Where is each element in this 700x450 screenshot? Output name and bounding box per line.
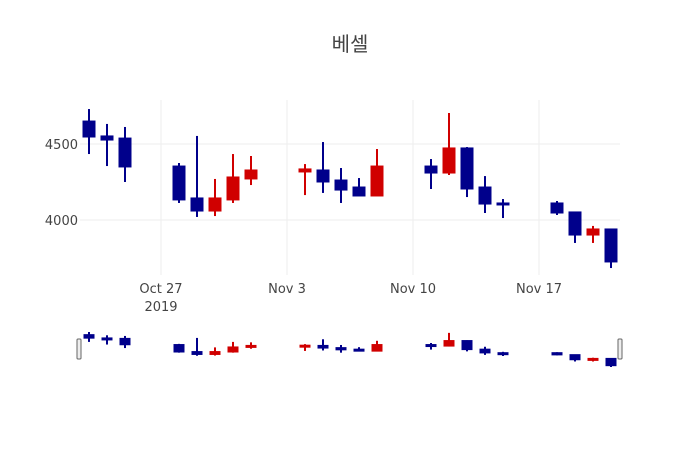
candle-decreasing[interactable] (604, 228, 618, 269)
candle-decreasing[interactable] (83, 332, 95, 342)
candle-increasing[interactable] (442, 112, 456, 176)
y-tick-label: 4500 (45, 138, 78, 153)
candle-decreasing[interactable] (119, 335, 131, 349)
candle-decreasing[interactable] (118, 126, 132, 182)
candle-decreasing[interactable] (605, 357, 617, 367)
candle-increasing[interactable] (209, 347, 221, 356)
range-slider-right-handle[interactable] (617, 338, 623, 360)
candle-decreasing[interactable] (496, 199, 510, 219)
candle-decreasing[interactable] (173, 343, 185, 353)
candle-decreasing[interactable] (100, 123, 114, 167)
candle-decreasing[interactable] (424, 159, 438, 189)
candle-decreasing[interactable] (478, 176, 492, 214)
candle-increasing[interactable] (208, 178, 222, 217)
candle-decreasing[interactable] (82, 109, 96, 155)
candle-decreasing[interactable] (334, 168, 348, 203)
candle-increasing[interactable] (299, 344, 311, 351)
range-slider[interactable] (76, 332, 623, 367)
candle-increasing[interactable] (244, 156, 258, 186)
candle-increasing[interactable] (245, 342, 257, 349)
range-slider-left-handle[interactable] (76, 338, 82, 360)
candlestick-series[interactable] (82, 109, 618, 269)
candle-increasing[interactable] (443, 332, 455, 347)
x-tick-label: Nov 10 (390, 282, 436, 297)
candle-decreasing[interactable] (551, 352, 563, 356)
candle-increasing[interactable] (587, 357, 599, 362)
candle-decreasing[interactable] (316, 142, 330, 193)
candle-decreasing[interactable] (335, 344, 347, 353)
candle-increasing[interactable] (586, 225, 600, 243)
candle-decreasing[interactable] (317, 339, 329, 351)
candle-decreasing[interactable] (425, 343, 437, 350)
x-axis-ticks: Oct 27 2019 Nov 3 Nov 10 Nov 17 (139, 282, 562, 315)
candle-decreasing[interactable] (479, 346, 491, 355)
candle-decreasing[interactable] (497, 351, 509, 356)
candle-decreasing[interactable] (568, 211, 582, 243)
candle-increasing[interactable] (371, 340, 383, 352)
y-tick-label: 4000 (45, 214, 78, 229)
candle-decreasing[interactable] (191, 337, 203, 356)
candle-increasing[interactable] (226, 154, 240, 203)
chart-title: 베셀 (331, 32, 369, 56)
x-tick-label: 2019 (144, 300, 177, 315)
y-axis-ticks: 4000 4500 (45, 138, 78, 229)
x-tick-label: Nov 17 (516, 282, 562, 297)
candle-increasing[interactable] (298, 164, 312, 196)
candle-decreasing[interactable] (569, 354, 581, 362)
candle-decreasing[interactable] (460, 147, 474, 198)
candle-decreasing[interactable] (190, 135, 204, 217)
candle-decreasing[interactable] (101, 335, 113, 345)
x-tick-label: Nov 3 (268, 282, 306, 297)
candle-decreasing[interactable] (172, 163, 186, 203)
candle-increasing[interactable] (370, 149, 384, 197)
candle-decreasing[interactable] (461, 340, 473, 352)
candle-increasing[interactable] (227, 341, 239, 353)
gridlines (80, 100, 620, 275)
candle-decreasing[interactable] (550, 201, 564, 215)
candle-decreasing[interactable] (352, 178, 366, 197)
candle-decreasing[interactable] (353, 347, 365, 352)
x-tick-label: Oct 27 (139, 282, 182, 297)
